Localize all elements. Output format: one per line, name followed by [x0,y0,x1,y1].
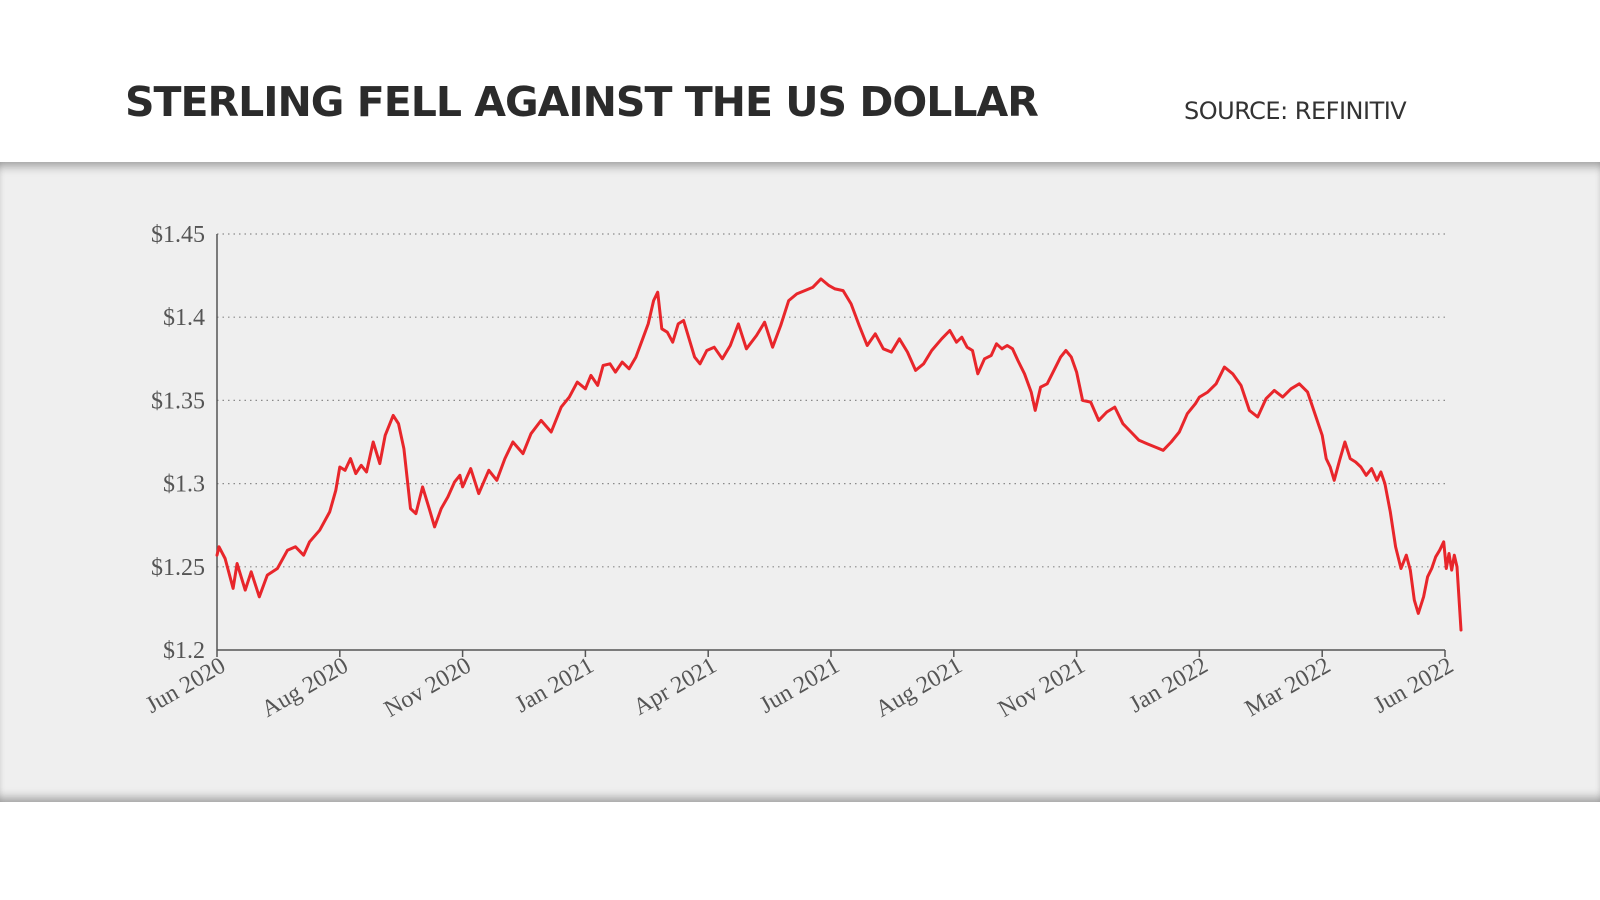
x-tick-label: Apr 2021 [629,653,721,721]
y-tick-label: $1.25 [151,555,205,581]
x-tick-label: Aug 2020 [257,653,353,723]
x-tick-label: Jan 2021 [511,653,598,719]
x-tick-label: Nov 2021 [994,653,1090,723]
x-tick-label: Jun 2021 [755,653,844,719]
y-tick-label: $1.4 [163,305,205,331]
y-tick-label: $1.3 [163,472,205,498]
x-tick-label: Jun 2022 [1369,653,1458,719]
series-line-0 [215,277,1463,632]
x-axis-ticks: Jun 2020 Aug 2020 Nov 2020 Jan 2021 Apr 2021… [141,650,1458,723]
x-tick-label: Jan 2022 [1125,653,1212,719]
chart-title: STERLING FELL AGAINST THE US DOLLAR [125,78,1039,126]
gridlines [217,233,1445,568]
series-lines [215,277,1463,632]
x-tick-label: Nov 2020 [380,653,476,723]
y-axis-ticks: $1.2 $1.25 $1.3 $1.35 $1.4 $1.45 [151,222,205,664]
x-tick-label: Aug 2021 [871,653,967,723]
y-tick-label: $1.45 [151,222,205,248]
header: STERLING FELL AGAINST THE US DOLLAR SOUR… [0,0,1600,162]
source-label: SOURCE: REFINITIV [1184,97,1407,125]
chart-panel [0,162,1600,802]
y-tick-label: $1.35 [151,388,205,414]
x-tick-label: Mar 2022 [1241,653,1335,723]
y-tick-label: $1.2 [163,638,205,664]
